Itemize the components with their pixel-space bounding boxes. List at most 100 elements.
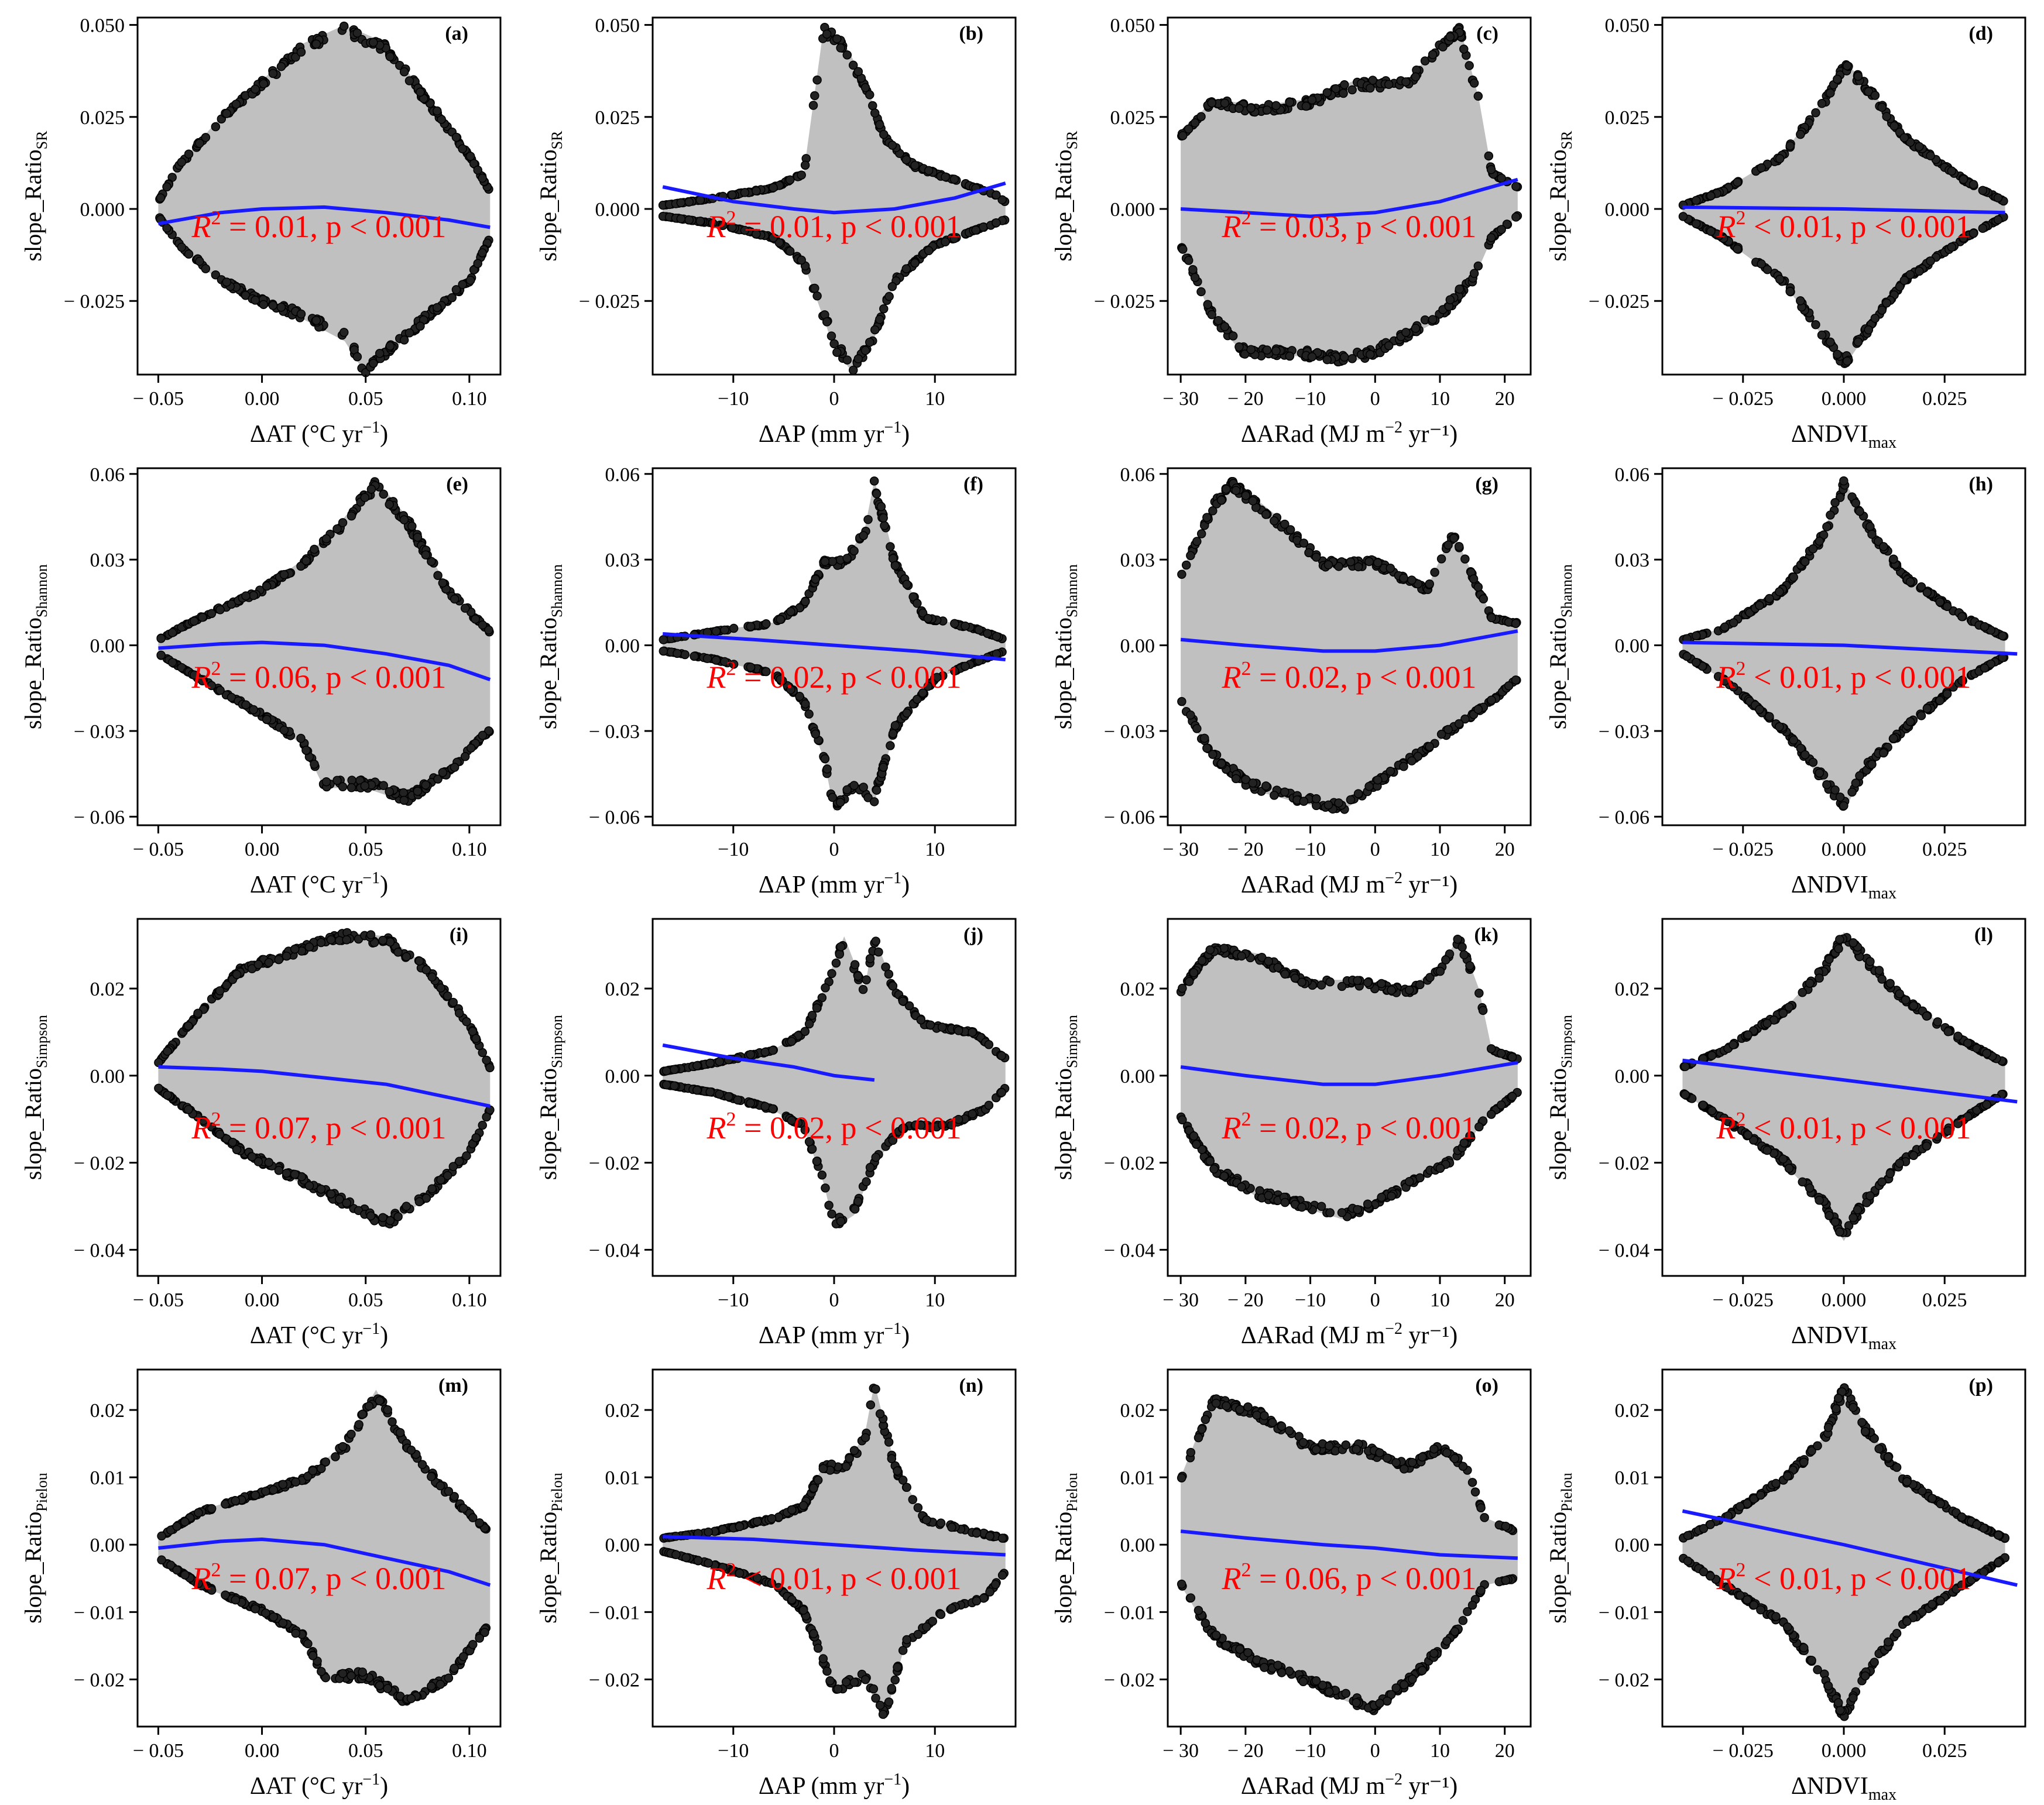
data-point: [303, 1639, 313, 1649]
x-tick-label: 0.000: [1822, 388, 1867, 410]
data-point: [253, 1157, 263, 1166]
data-point: [162, 182, 172, 192]
data-point: [427, 1184, 437, 1193]
data-point: [1789, 572, 1798, 582]
panel-b: (b)R2 = 0.01, p < 0.001− 0.0250.0000.025…: [535, 15, 1017, 448]
data-point: [1189, 968, 1199, 977]
data-point: [162, 223, 172, 233]
data-point: [1184, 977, 1194, 986]
data-point: [853, 1196, 863, 1206]
y-tick-label: − 0.03: [1104, 721, 1155, 743]
data-point: [1968, 180, 1978, 189]
data-point: [1248, 778, 1258, 788]
data-point: [853, 67, 863, 77]
data-point: [1691, 658, 1701, 667]
data-point: [1353, 562, 1363, 572]
data-point: [342, 1198, 351, 1208]
data-point: [443, 991, 452, 1001]
data-point: [1826, 510, 1835, 520]
data-point: [279, 569, 289, 579]
data-point: [797, 255, 806, 265]
x-tick-label: −10: [718, 388, 749, 410]
data-point: [1885, 1169, 1895, 1179]
data-point: [1870, 314, 1880, 323]
data-point: [1851, 498, 1861, 508]
data-point: [1885, 979, 1895, 989]
data-point: [465, 152, 475, 161]
data-point: [296, 47, 306, 57]
data-point: [1301, 101, 1311, 111]
data-point: [249, 591, 258, 600]
data-point: [241, 700, 251, 710]
data-point: [831, 958, 841, 968]
y-tick-label: − 0.06: [1599, 807, 1649, 828]
data-point: [835, 949, 844, 959]
data-point: [836, 942, 846, 952]
data-point: [1445, 32, 1455, 42]
data-point: [1178, 983, 1187, 993]
data-point: [1822, 522, 1832, 531]
data-point: [421, 780, 431, 790]
data-point: [1496, 1049, 1506, 1058]
data-point: [383, 1405, 392, 1415]
x-tick-label: 10: [1430, 1289, 1450, 1311]
data-point: [1798, 1177, 1808, 1187]
data-point: [1899, 133, 1909, 142]
data-point: [1808, 757, 1818, 767]
x-tick-label: − 0.05: [133, 839, 184, 860]
x-tick-label: 0: [1370, 388, 1380, 410]
data-point: [198, 612, 207, 622]
stat-label: R2 = 0.01, p < 0.001: [191, 207, 447, 244]
data-point: [1363, 1199, 1373, 1209]
data-point: [1465, 61, 1474, 70]
data-point: [1811, 320, 1820, 330]
y-tick-label: 0.06: [605, 464, 640, 486]
data-point: [1222, 484, 1231, 494]
data-point: [1399, 761, 1408, 771]
data-point: [992, 632, 1002, 641]
data-point: [1943, 1027, 1953, 1037]
data-point: [1982, 1100, 1991, 1110]
data-point: [695, 217, 705, 226]
data-point: [797, 170, 806, 180]
y-tick-label: 0.00: [1615, 636, 1650, 657]
data-point: [1815, 973, 1824, 983]
data-point: [1815, 768, 1824, 778]
data-point: [937, 1022, 947, 1032]
data-point: [1178, 131, 1188, 140]
data-point: [276, 303, 286, 312]
data-point: [444, 1487, 454, 1496]
y-tick-label: − 0.06: [589, 807, 640, 828]
y-axis-label: slope_RatioSR: [1050, 131, 1081, 262]
data-point: [1307, 95, 1317, 105]
data-point: [278, 1480, 288, 1489]
data-point: [1916, 711, 1926, 720]
y-tick-label: 0.025: [1110, 107, 1155, 129]
data-point: [690, 651, 699, 661]
data-point: [478, 1120, 488, 1130]
data-point: [875, 1409, 885, 1419]
data-point: [1190, 273, 1200, 282]
scatter-points-c: [1177, 23, 1522, 367]
data-point: [478, 248, 487, 258]
data-point: [787, 1037, 797, 1046]
data-point: [715, 1089, 724, 1099]
data-point: [1681, 1090, 1690, 1100]
y-tick-label: 0.02: [90, 1400, 125, 1422]
data-point: [436, 983, 445, 993]
data-point: [1231, 486, 1241, 495]
x-tick-label: 10: [925, 388, 945, 410]
data-point: [862, 975, 871, 984]
data-point: [450, 763, 459, 772]
data-point: [375, 349, 385, 358]
data-point: [1993, 215, 2003, 225]
x-tick-label: − 0.05: [133, 1740, 184, 1762]
x-tick-label: −10: [1295, 839, 1326, 860]
data-point: [447, 293, 457, 303]
x-axis-label: ΔAT (°C yr−1): [250, 1770, 388, 1800]
data-point: [760, 1047, 770, 1057]
data-point: [404, 328, 414, 338]
x-tick-label: 20: [1495, 839, 1515, 860]
data-point: [399, 795, 409, 805]
